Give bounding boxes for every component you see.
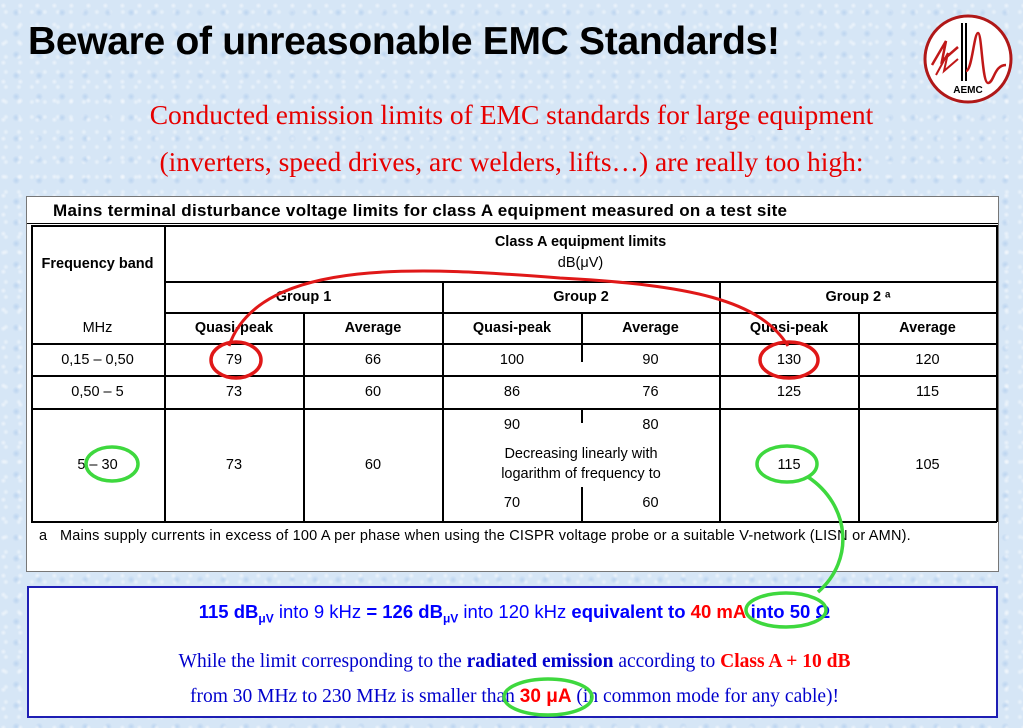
subtitle-line-2: (inverters, speed drives, arc welders, l… xyxy=(159,146,864,177)
unit-sub: μV xyxy=(442,611,459,626)
table-cell: 86 xyxy=(503,384,521,400)
radiated-line-2: from 30 MHz to 230 MHz is smaller than 3… xyxy=(29,686,1000,708)
subcol-qp-g2a: Quasi-peak xyxy=(749,320,829,336)
footnote-mark: a xyxy=(39,528,48,544)
value-126-db: = 126 dB xyxy=(366,601,443,622)
subcol-avg-g2: Average xyxy=(622,320,679,336)
limits-header: Class A equipment limits xyxy=(494,234,667,250)
text-segment: according to xyxy=(613,651,721,672)
text-segment: While the limit corresponding to the xyxy=(178,651,467,672)
table-title: Mains terminal disturbance voltage limit… xyxy=(27,197,998,224)
subcol-qp-g2: Quasi-peak xyxy=(472,320,552,336)
text-segment: from 30 MHz to 230 MHz is smaller than xyxy=(189,686,520,707)
table-cell: 100 xyxy=(499,351,525,368)
subcol-qp-g1: Quasi-peak xyxy=(194,320,274,336)
g2-note-line-2: logarithm of frequency to xyxy=(501,466,661,482)
table-cell: 60 xyxy=(364,457,382,473)
table-cell: 79 xyxy=(225,351,243,368)
slide-title: Beware of unreasonable EMC Standards! xyxy=(28,20,780,63)
g2-lower-qp: 70 xyxy=(503,495,521,511)
frequency-unit: MHz xyxy=(82,320,113,336)
value-40-ma: 40 mA xyxy=(690,601,746,622)
value-30-ua: 30 μA xyxy=(519,686,572,707)
text-segment: into 50 Ω xyxy=(745,601,831,622)
group-1-header: Group 1 xyxy=(275,289,332,305)
table-cell: 73 xyxy=(225,384,243,400)
g2-note-line-1: Decreasing linearly with xyxy=(504,446,658,462)
unit-sub: μV xyxy=(258,611,274,626)
radiated-emission-text: radiated emission xyxy=(466,651,614,672)
radiated-line-1: While the limit corresponding to the rad… xyxy=(29,651,1000,673)
table-cell: 120 xyxy=(915,351,940,368)
value-115-db: 115 dB xyxy=(198,601,259,622)
conclusion-box: 115 dBμV into 9 kHz = 126 dBμV into 120 … xyxy=(27,586,998,718)
subcol-avg-g1: Average xyxy=(344,320,402,336)
table-row-band: 0,50 – 5 xyxy=(71,384,124,400)
footnote-text: Mains supply currents in excess of 100 A… xyxy=(59,528,911,544)
g2-lower-avg: 60 xyxy=(642,495,659,511)
table-footnote: a Mains supply currents in excess of 100… xyxy=(39,527,989,545)
text-segment: (in common mode for any cable)! xyxy=(571,686,840,707)
table-row-band: 0,15 – 0,50 xyxy=(61,351,134,368)
table-cell: 105 xyxy=(915,457,940,473)
text-segment: equivalent to xyxy=(571,601,691,622)
group-2-header: Group 2 xyxy=(553,289,609,305)
group-2a-header: Group 2 ᵃ xyxy=(825,289,891,305)
text-segment: into 120 kHz xyxy=(458,601,572,622)
limits-unit: dB(μV) xyxy=(557,255,604,271)
table-cell: 73 xyxy=(225,457,243,473)
aemc-logo-icon: AEMC xyxy=(923,14,1013,104)
frequency-band-header: Frequency band xyxy=(41,256,154,272)
table-cell: 76 xyxy=(642,384,659,400)
table-cell: 130 xyxy=(776,351,802,368)
class-a-text: Class A + 10 dB xyxy=(720,651,851,672)
g2-upper-qp: 90 xyxy=(503,417,521,433)
subtitle-line-1: Conducted emission limits of EMC standar… xyxy=(149,99,874,130)
table-cell: 125 xyxy=(776,384,802,400)
table-cell: 115 xyxy=(915,384,940,400)
table-cell: 90 xyxy=(642,351,659,368)
g2-upper-avg: 80 xyxy=(642,417,659,433)
table-cell: 60 xyxy=(364,384,382,400)
logo-text: AEMC xyxy=(953,85,982,96)
table-cell: 66 xyxy=(364,351,382,368)
limits-table: Mains terminal disturbance voltage limit… xyxy=(26,196,999,572)
table-cell: 115 xyxy=(777,457,801,473)
text-segment: into 9 kHz xyxy=(273,601,367,622)
subcol-avg-g2a: Average xyxy=(899,320,956,336)
conversion-line: 115 dBμV into 9 kHz = 126 dBμV into 120 … xyxy=(29,601,1000,626)
table-row-band: 5 – 30 xyxy=(77,457,118,473)
